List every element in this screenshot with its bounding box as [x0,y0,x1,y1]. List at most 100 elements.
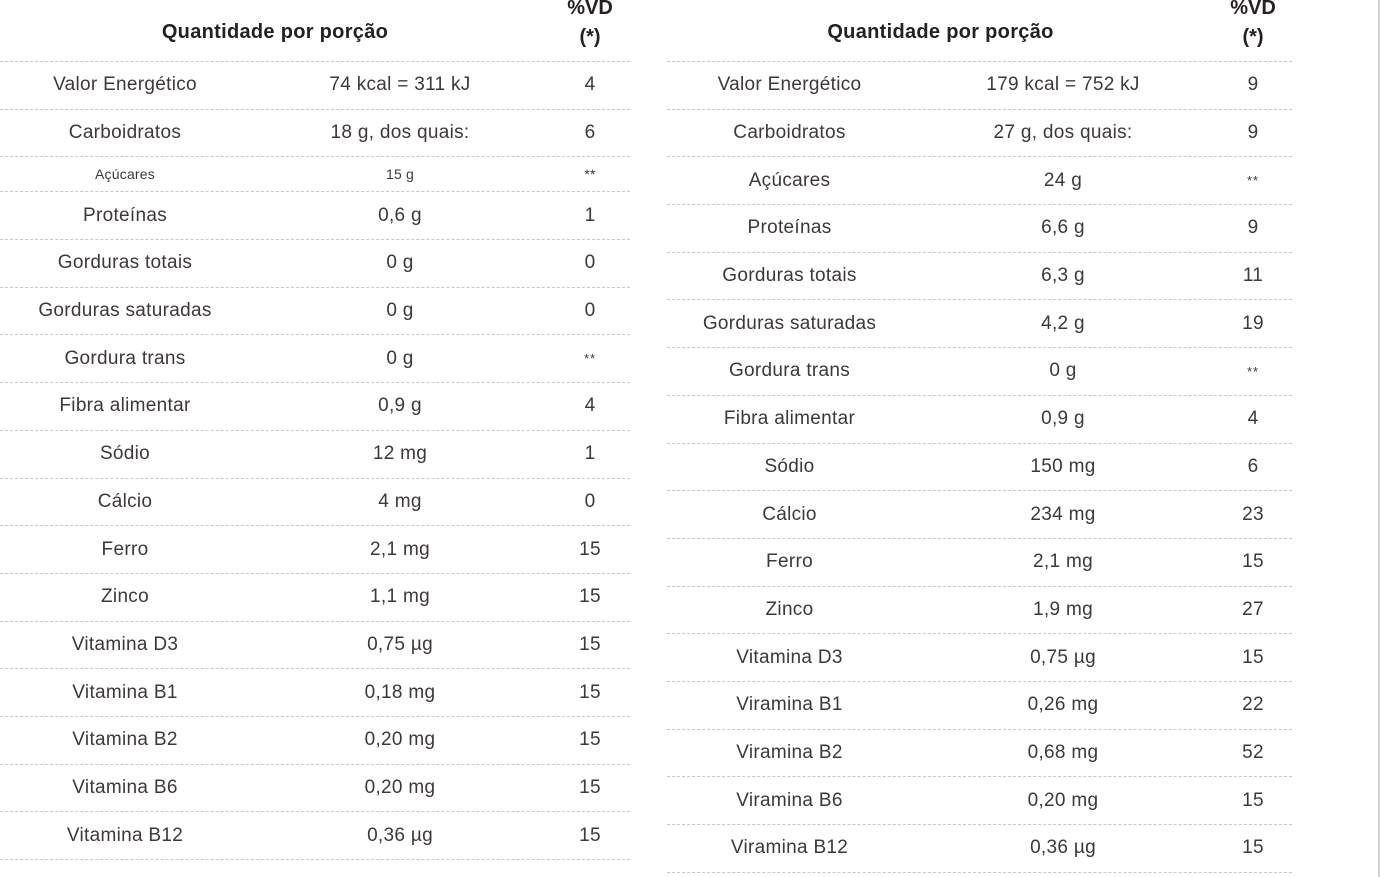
table-header: Quantidade por porção %VD (*) [667,0,1292,62]
nutrient-vd: 1 [584,443,596,465]
nutrient-row: Viramina B12 0,36 µg 15 [667,825,1292,873]
nutrient-value: 0,26 mg [1027,694,1099,716]
nutrient-value: 0,6 g [378,204,422,226]
nutrient-label: Sódio [99,443,151,465]
nutrient-row: Vitamina D3 0,75 µg 15 [667,634,1292,682]
nutrient-vd: ** [583,351,597,367]
nutrient-value: 2,1 mg [370,538,430,560]
nutrient-value: 0 g [386,300,414,322]
nutrient-value: 1,1 mg [370,586,430,608]
table-body: Valor Energético 74 kcal = 311 kJ 4 Carb… [0,62,630,860]
nutrient-vd: 0 [584,490,596,512]
nutrient-label: Açúcares [95,166,155,183]
nutrient-vd: 15 [1242,551,1264,573]
nutrient-value: 2,1 mg [1033,551,1093,573]
nutrient-value: 0,9 g [1041,408,1085,430]
nutrient-label: Fibra alimentar [723,408,856,430]
nutrient-vd: ** [1246,173,1260,189]
nutrient-value: 1,9 mg [1033,598,1093,620]
nutrient-row: Gorduras totais 6,3 g 11 [667,253,1292,301]
nutrient-value: 0,75 µg [367,633,433,655]
nutrient-row: Açúcares 15 g ** [0,157,630,193]
nutrient-vd: 27 [1242,598,1264,620]
nutrient-vd: 15 [579,681,601,703]
nutrient-label: Zinco [101,586,149,608]
nutrient-label: Vitamina B12 [66,824,184,846]
nutrient-row: Carboidratos 18 g, dos quais: 6 [0,110,630,158]
nutrient-row: Gorduras totais 0 g 0 [0,240,630,288]
nutrient-vd: 19 [1242,312,1264,334]
nutrient-row: Fibra alimentar 0,9 g 4 [0,383,630,431]
nutrient-vd: 15 [579,729,601,751]
nutrient-vd: 9 [1247,217,1259,239]
nutrient-label: Viramina B6 [736,789,843,811]
nutrient-vd: 6 [1247,455,1259,477]
nutrient-row: Sódio 150 mg 6 [667,444,1292,492]
nutrient-value: 0,20 mg [364,776,436,798]
nutrient-label: Carboidratos [68,122,182,144]
nutrient-vd: 15 [1242,789,1264,811]
nutrient-label: Vitamina B6 [72,776,178,798]
nutrient-value: 0,68 mg [1027,741,1099,763]
nutrient-row: Valor Energético 74 kcal = 311 kJ 4 [0,62,630,110]
nutrient-label: Fibra alimentar [59,395,191,417]
nutrient-vd: 15 [579,538,601,560]
nutrient-vd: 15 [579,586,601,608]
nutrient-row: Ferro 2,1 mg 15 [667,539,1292,587]
nutrient-vd: ** [1246,363,1260,379]
nutrient-row: Gordura trans 0 g ** [0,335,630,384]
nutrient-row: Viramina B6 0,20 mg 15 [667,777,1292,825]
nutrient-value: 0,36 µg [367,824,433,846]
nutrient-vd: 15 [1242,837,1264,859]
nutrient-label: Valor Energético [53,74,197,96]
nutrient-value: 74 kcal = 311 kJ [329,74,471,96]
nutrient-label: Valor Energético [717,74,862,96]
nutrient-vd: 6 [584,122,596,144]
nutrient-vd: 23 [1242,503,1264,525]
nutrient-row: Vitamina D3 0,75 µg 15 [0,622,630,670]
vd-header-line1: %VD [567,0,613,19]
nutrient-label: Vitamina D3 [736,646,843,668]
nutrient-label: Vitamina B2 [72,729,178,751]
nutrient-value: 0,18 mg [364,681,436,703]
nutrient-value: 4,2 g [1041,312,1085,334]
nutrient-label: Vitamina B1 [72,681,178,703]
nutrient-vd: 4 [1247,408,1259,430]
nutrient-vd: 15 [579,824,601,846]
nutrient-label: Gorduras saturadas [38,300,212,322]
nutrition-table-2: Quantidade por porção %VD (*) Valor Ener… [667,0,1292,873]
nutrient-vd: 0 [584,300,596,322]
nutrient-value: 0 g [386,252,414,274]
nutrient-label: Ferro [766,551,813,573]
nutrient-label: Gordura trans [64,347,186,369]
nutrient-label: Sódio [764,455,815,477]
nutrient-value: 0,20 mg [364,729,436,751]
nutrient-vd: 11 [1242,265,1264,287]
nutrient-row: Vitamina B12 0,36 µg 15 [0,812,630,860]
nutrition-table-1: Quantidade por porção %VD (*) Valor Ener… [0,0,630,860]
nutrient-label: Viramina B1 [736,694,843,716]
nutrient-value: 24 g [1043,169,1083,191]
nutrient-vd: 4 [584,74,596,96]
nutrient-row: Açúcares 24 g ** [667,157,1292,206]
nutrient-vd: 15 [1242,646,1264,668]
nutrient-label: Viramina B2 [736,741,843,763]
nutrient-row: Valor Energético 179 kcal = 752 kJ 9 [667,62,1292,110]
nutrient-value: 0,75 µg [1030,646,1096,668]
nutrient-row: Proteínas 0,6 g 1 [0,192,630,241]
vd-header: %VD (*) [550,0,630,61]
vd-header-line2: (*) [579,26,601,48]
nutrient-label: Gorduras totais [722,265,857,287]
vd-header-line2: (*) [1242,26,1264,48]
page-scrollbar[interactable] [1378,0,1380,877]
nutrient-value: 0 g [386,347,414,369]
nutrient-row: Gorduras saturadas 4,2 g 19 [667,300,1292,349]
nutrient-value: 15 g [385,166,415,183]
nutrient-label: Açúcares [748,169,831,191]
nutrient-row: Proteínas 6,6 g 9 [667,205,1292,253]
nutrient-value: 18 g, dos quais: [330,122,470,144]
nutrient-value: 27 g, dos quais: [993,122,1133,144]
nutrient-row: Gordura trans 0 g ** [667,348,1292,396]
nutrient-row: Viramina B2 0,68 mg 52 [667,730,1292,778]
nutrient-row: Cálcio 234 mg 23 [667,491,1292,539]
